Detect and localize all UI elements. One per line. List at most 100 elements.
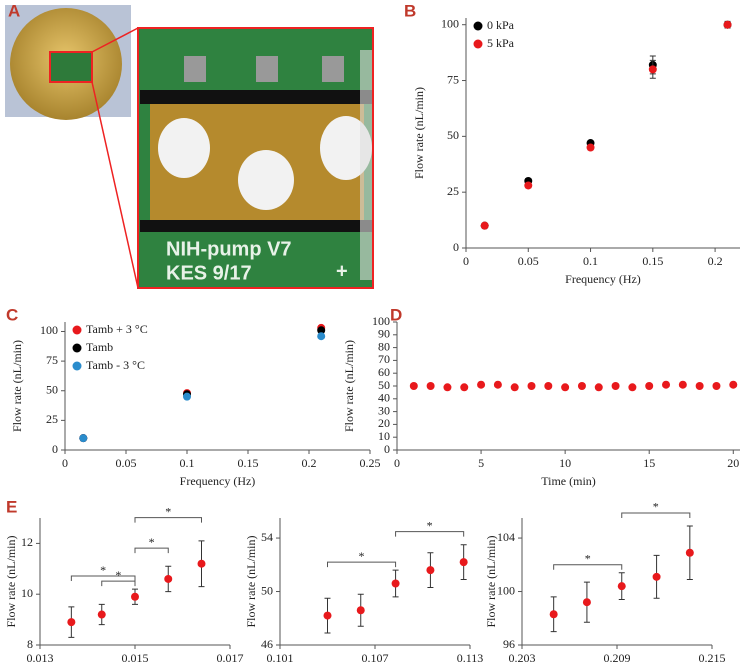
y-tick-label: 40 bbox=[378, 391, 390, 405]
significance-label: * bbox=[427, 518, 433, 532]
significance-bracket bbox=[134, 517, 202, 523]
y-tick-label: 8 bbox=[27, 637, 33, 651]
data-point bbox=[549, 610, 558, 619]
x-tick-label: 0.15 bbox=[642, 254, 663, 268]
y-tick-label: 100 bbox=[441, 16, 459, 30]
data-point bbox=[645, 382, 654, 390]
data-point bbox=[356, 606, 365, 615]
data-point bbox=[197, 559, 206, 568]
data-point bbox=[317, 332, 326, 341]
data-point bbox=[391, 579, 400, 588]
data-point bbox=[477, 380, 486, 389]
y-tick-label: 20 bbox=[378, 416, 390, 430]
board-text: KES 9/17 bbox=[166, 262, 252, 284]
y-tick-label: 60 bbox=[378, 365, 390, 379]
y-tick-label: 50 bbox=[261, 583, 273, 597]
significance-bracket bbox=[621, 512, 691, 518]
data-point bbox=[493, 380, 502, 389]
y-tick-label: 54 bbox=[261, 530, 273, 544]
photo: NIH-pump V7 KES 9/17 + bbox=[5, 5, 374, 289]
significance-label: * bbox=[115, 568, 121, 582]
x-tick-label: 0.25 bbox=[360, 456, 381, 470]
x-tick-label: 0 bbox=[62, 456, 68, 470]
panel-label: E bbox=[6, 497, 17, 516]
x-tick-label: 0.209 bbox=[604, 651, 631, 664]
bar bbox=[140, 90, 372, 104]
data-point bbox=[510, 383, 519, 392]
data-point bbox=[628, 383, 637, 392]
y-tick-label: 30 bbox=[378, 403, 390, 417]
data-point bbox=[723, 20, 732, 29]
legend-marker bbox=[72, 343, 82, 353]
data-point bbox=[611, 382, 620, 390]
data-point bbox=[323, 611, 332, 620]
y-tick-label: 50 bbox=[447, 128, 459, 142]
y-tick-label: 100 bbox=[497, 583, 515, 597]
x-tick-label: 0.215 bbox=[699, 651, 726, 664]
significance-label: * bbox=[165, 504, 171, 518]
chip bbox=[256, 56, 278, 82]
y-tick-label: 100 bbox=[40, 323, 58, 337]
x-axis-label: Time (min) bbox=[541, 474, 596, 488]
y-axis-label: Flow rate (nL/min) bbox=[484, 536, 498, 628]
pump-small bbox=[49, 51, 93, 83]
y-axis-label: Flow rate (nL/min) bbox=[244, 536, 258, 628]
data-point bbox=[586, 143, 595, 152]
blob bbox=[158, 118, 210, 178]
legend-label: Tamb bbox=[86, 340, 113, 354]
y-axis-label: Flow rate (nL/min) bbox=[342, 340, 356, 432]
x-tick-label: 0.107 bbox=[362, 651, 389, 664]
x-tick-label: 0.017 bbox=[217, 651, 244, 664]
x-tick-label: 0.05 bbox=[518, 254, 539, 268]
y-tick-label: 0 bbox=[384, 442, 390, 456]
y-axis-label: Flow rate (nL/min) bbox=[10, 340, 24, 432]
data-point bbox=[409, 382, 418, 390]
x-tick-label: 0.1 bbox=[180, 456, 195, 470]
y-tick-label: 50 bbox=[378, 378, 390, 392]
significance-bracket bbox=[101, 580, 136, 587]
y-tick-label: 70 bbox=[378, 352, 390, 366]
y-axis-label: Flow rate (nL/min) bbox=[4, 536, 18, 628]
data-point bbox=[426, 382, 435, 390]
data-point bbox=[443, 383, 452, 392]
data-point bbox=[79, 434, 88, 443]
y-tick-label: 80 bbox=[378, 339, 390, 353]
data-point bbox=[582, 598, 591, 607]
blob bbox=[238, 150, 294, 210]
legend-label: 5 kPa bbox=[487, 36, 515, 50]
y-tick-label: 50 bbox=[46, 382, 58, 396]
significance-bracket bbox=[134, 547, 169, 554]
x-tick-label: 0.15 bbox=[238, 456, 259, 470]
y-tick-label: 12 bbox=[21, 535, 33, 549]
legend-marker bbox=[473, 39, 483, 49]
y-tick-label: 75 bbox=[46, 353, 58, 367]
data-point bbox=[652, 572, 661, 581]
board-text: + bbox=[336, 260, 348, 282]
x-tick-label: 0.203 bbox=[509, 651, 536, 664]
y-tick-label: 100 bbox=[372, 314, 390, 328]
significance-label: * bbox=[653, 500, 659, 514]
legend-marker bbox=[72, 361, 82, 371]
x-tick-label: 0.013 bbox=[27, 651, 54, 664]
blob bbox=[320, 116, 372, 180]
x-tick-label: 20 bbox=[727, 456, 739, 470]
y-tick-label: 96 bbox=[503, 637, 515, 651]
data-point bbox=[594, 383, 603, 392]
data-point bbox=[524, 181, 533, 190]
y-tick-label: 75 bbox=[447, 72, 459, 86]
legend-label: Tamb + 3 °C bbox=[86, 322, 148, 336]
panel-label: D bbox=[390, 305, 402, 324]
y-tick-label: 0 bbox=[52, 442, 58, 456]
data-point bbox=[617, 582, 626, 591]
significance-bracket bbox=[327, 561, 397, 568]
data-point bbox=[527, 382, 536, 390]
legend-marker bbox=[72, 325, 82, 335]
data-point bbox=[480, 221, 489, 230]
x-tick-label: 0.113 bbox=[457, 651, 484, 664]
data-point bbox=[685, 548, 694, 557]
zoom-line bbox=[91, 27, 139, 53]
board-text: NIH-pump V7 bbox=[166, 238, 292, 260]
x-tick-label: 0.015 bbox=[122, 651, 149, 664]
significance-label: * bbox=[359, 549, 365, 563]
x-tick-label: 0.2 bbox=[708, 254, 723, 268]
